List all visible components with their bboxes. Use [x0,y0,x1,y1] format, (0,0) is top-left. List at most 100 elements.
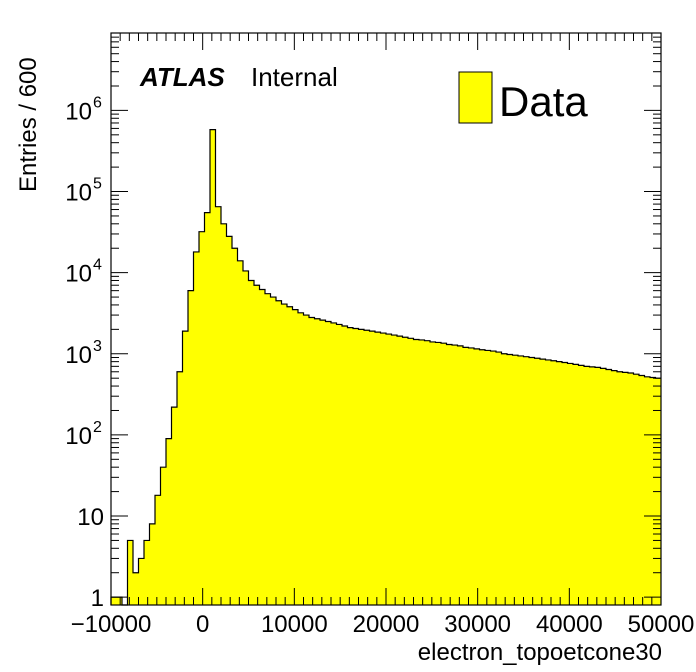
histogram-bin [573,364,579,605]
histogram-bin [633,374,640,605]
histogram-bin [155,495,161,605]
x-tick-label: 30000 [444,611,511,638]
histogram-bin [138,558,145,605]
histogram-bin [441,343,447,605]
histogram-bin [595,367,601,605]
histogram-bin [259,289,266,605]
y-tick-exponent: 2 [93,419,102,436]
histogram-bin [353,328,359,605]
x-tick-label: 20000 [353,611,420,638]
x-tick-label: 0 [196,611,209,638]
histogram-bin [529,357,535,605]
histogram-bin [424,340,431,605]
x-tick-label: 40000 [536,611,603,638]
histogram-bin [650,377,656,605]
legend-label-data: Data [499,78,588,125]
histogram-bin [292,309,299,605]
y-tick-label: 1 [91,585,104,612]
histogram-bin [617,371,623,605]
y-tick-label: 10 [65,180,92,207]
histogram-bin [171,407,178,605]
histogram-bin [276,300,282,605]
histogram-bin [600,368,607,605]
y-tick-exponent: 5 [93,176,102,193]
histogram-bin [380,333,387,605]
histogram-bin [204,212,211,605]
histogram-bin [496,352,502,605]
histogram-bin [540,359,546,605]
histogram-bin [386,334,392,605]
histogram-bars [110,129,662,606]
histogram-bin [226,236,233,605]
histogram-bin [589,366,596,605]
histogram-bin [111,597,117,605]
histogram-bin [523,356,530,605]
histogram-bin [551,360,557,605]
histogram-bin [314,318,321,605]
histogram-bin [248,280,255,605]
histogram-bin [397,336,403,605]
x-tick-label: 50000 [628,611,695,638]
histogram-bin [270,297,277,605]
histogram-bin [182,331,189,605]
axis-ticks [110,32,662,605]
histogram-bin [639,375,645,605]
y-tick-label: 10 [65,423,92,450]
histogram-bin [644,376,651,605]
histogram-bin [369,331,376,605]
histogram-bin [309,317,315,605]
legend-swatch-data [458,71,493,124]
histogram-bin [485,350,491,605]
histogram-bin [518,355,524,605]
histogram-bin [562,362,568,605]
atlas-label: ATLAS [139,62,225,92]
x-tick-label: −10000 [71,611,152,638]
atlas-sublabel: Internal [251,62,338,92]
y-tick-exponent: 3 [93,338,102,355]
histogram-bin [254,285,260,605]
histogram-bin [578,365,585,605]
histogram-bin [452,345,458,605]
histogram-bin [232,248,238,606]
histogram-bin [177,371,183,605]
histogram-bin [336,324,343,605]
histogram-bin [413,339,420,605]
histogram-bin [419,339,425,605]
histogram-bin [193,251,200,605]
histogram-bin [237,260,244,605]
histogram-bin [210,129,216,605]
histogram-bin [611,370,618,605]
histogram-bin [358,329,365,605]
histogram-bin [430,341,436,605]
histogram-bin [567,363,574,605]
histogram-bin [144,540,150,605]
histogram-bin [265,293,271,605]
histogram-outline [110,129,661,606]
histogram-bin [199,231,205,606]
histogram-bin [298,312,304,605]
histogram-bin [545,359,552,605]
histogram-bin [287,306,293,605]
x-tick-label: 10000 [261,611,328,638]
histogram-bin [584,366,590,605]
y-tick-exponent: 6 [93,94,102,111]
histogram-bin [347,327,354,605]
histogram-bin [391,335,398,605]
histogram-bin [221,223,227,605]
x-axis-title: electron_topoetcone30 [418,639,662,666]
y-tick-label: 10 [65,98,92,125]
histogram-bin [160,467,167,605]
histogram-bin [474,348,480,605]
histogram-bin [606,369,612,605]
histogram-bin [507,354,513,605]
histogram-bin [457,345,464,605]
histogram-bin [133,572,139,605]
y-tick-exponent: 4 [93,257,102,274]
histogram-bin [116,597,123,605]
histogram-bin [628,372,634,605]
y-tick-label: 10 [65,342,92,369]
histogram-bin [501,353,508,605]
histogram-bin [435,342,442,605]
histogram-bin [331,322,337,605]
